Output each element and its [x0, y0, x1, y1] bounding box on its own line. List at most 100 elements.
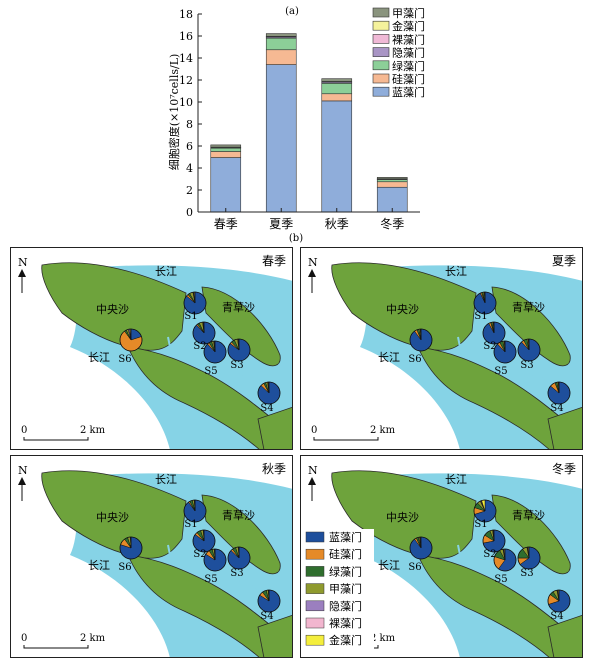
x-tick-label: 春季 — [214, 217, 238, 231]
scale-label-2km: 2 km — [370, 425, 396, 436]
scale-bar — [313, 437, 379, 441]
pie-outline — [183, 499, 207, 523]
site-label-S5: S5 — [494, 574, 507, 585]
site-label-S5: S5 — [494, 366, 507, 377]
island-label-qingcaosha: 青草沙 — [222, 301, 255, 314]
pie-legend-swatch — [305, 583, 325, 594]
pie-S3 — [517, 546, 541, 570]
pie-S1 — [473, 291, 497, 315]
island-label-zhongyangsha: 中央沙 — [386, 511, 419, 524]
pie-S2 — [482, 321, 506, 345]
shore-corner — [547, 406, 583, 450]
island-label-zhongyangsha: 中央沙 — [386, 303, 419, 316]
y-tick-label: 2 — [186, 184, 193, 197]
bar-segment-1-0 — [265, 64, 297, 213]
bar-segment-0-1 — [210, 151, 242, 158]
north-arrow-head-icon — [18, 477, 26, 485]
island-label-qingcaosha: 青草沙 — [512, 509, 545, 522]
pie-outline — [119, 328, 143, 352]
river-label-north: 长江 — [155, 473, 177, 486]
bar-segment-1-6 — [265, 33, 297, 37]
pie-legend-label: 裸藻门 — [329, 616, 362, 630]
bar-segment-2-0 — [321, 100, 353, 213]
pie-S5 — [493, 548, 517, 572]
bar-segment-1-2 — [265, 37, 297, 51]
bank-strip — [127, 554, 293, 658]
scale-label-0: 0 — [21, 633, 27, 644]
legend-label: 甲藻门 — [392, 6, 425, 20]
legend-label: 隐藻门 — [392, 46, 425, 60]
pie-S1 — [183, 291, 207, 315]
y-tick-label: 0 — [186, 206, 193, 219]
map-body — [10, 455, 293, 658]
scale-label-2km: 2 km — [80, 633, 106, 644]
map-body — [300, 247, 583, 450]
legend-label: 蓝藻门 — [392, 85, 425, 99]
site-label-S1: S1 — [184, 519, 197, 530]
pie-outline — [192, 321, 216, 345]
bar-segment-2-2 — [321, 83, 353, 95]
bar-segment-3-1 — [376, 181, 408, 188]
island-label-zhongyangsha: 中央沙 — [96, 303, 129, 316]
sluice-lines — [167, 544, 183, 568]
y-axis: 0 2 4 6 8 10 12 14 16 18 — [179, 8, 202, 219]
y-tick-label: 10 — [179, 96, 193, 109]
y-tick-label: 4 — [186, 162, 193, 175]
pie-S5 — [203, 548, 227, 572]
pie-outline — [409, 328, 433, 352]
site-label-S1: S1 — [474, 311, 487, 322]
legend-label: 硅藻门 — [392, 72, 425, 86]
stacked-bar-chart: (a) 细胞密度(×10⁷cells/L) 0 2 4 6 8 10 12 14 16 18 春季… — [167, 6, 425, 231]
pie-outline — [203, 548, 227, 572]
pie-outline — [409, 536, 433, 560]
sluice-lines — [457, 544, 473, 568]
pie-S1 — [473, 499, 497, 523]
panel-b-label: (b) — [289, 233, 303, 244]
pie-outline — [473, 291, 497, 315]
island-qingcaosha — [491, 286, 571, 367]
scale-bar — [23, 437, 89, 441]
north-label: N — [308, 464, 318, 477]
bar-segment-0-0 — [210, 157, 242, 213]
pie-S5 — [493, 340, 517, 364]
pie-S5 — [203, 340, 227, 364]
season-label: 春季 — [262, 254, 286, 268]
pie-outline — [547, 589, 571, 613]
pie-S3 — [227, 546, 251, 570]
pie-legend-label: 绿藻门 — [329, 564, 362, 578]
site-label-S1: S1 — [184, 311, 197, 322]
scale-label-2km: 2 km — [370, 633, 396, 644]
pie-outline — [183, 291, 207, 315]
x-tick-label: 秋季 — [325, 217, 349, 231]
map-panel-4: N冬季长江长江中央沙青草沙02 kmS1S2S3S4S5S6蓝藻门硅藻门绿藻门甲… — [300, 455, 583, 658]
pie-S2 — [192, 321, 216, 345]
site-label-S2: S2 — [193, 549, 206, 560]
site-label-S6: S6 — [118, 354, 131, 365]
island-qingcaosha — [201, 286, 281, 367]
scale-label-0: 0 — [311, 425, 317, 436]
pie-outline — [517, 338, 541, 362]
legend-label: 裸藻门 — [392, 32, 425, 46]
pie-S6 — [409, 536, 433, 560]
pie-outline — [482, 529, 506, 553]
y-axis-label: 细胞密度(×10⁷cells/L) — [167, 54, 181, 171]
panel-a-label: (a) — [285, 6, 299, 17]
scale-label-2km: 2 km — [80, 425, 106, 436]
pie-S3 — [227, 338, 251, 362]
pie-legend-label: 甲藻门 — [329, 582, 362, 596]
shore-corner — [257, 614, 293, 658]
site-label-S6: S6 — [118, 562, 131, 573]
pie-legend-swatch — [305, 600, 325, 612]
river-label-south: 长江 — [378, 559, 400, 572]
site-label-S4: S4 — [260, 403, 273, 414]
site-label-S4: S4 — [260, 611, 273, 622]
bank-strip — [127, 346, 293, 450]
site-label-S1: S1 — [474, 519, 487, 530]
site-label-S3: S3 — [520, 360, 533, 371]
pie-legend-swatch — [305, 617, 325, 629]
legend-swatch — [372, 60, 390, 71]
bar-segment-3-2 — [376, 179, 408, 183]
